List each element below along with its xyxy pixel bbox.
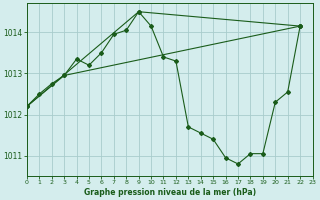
- X-axis label: Graphe pression niveau de la mer (hPa): Graphe pression niveau de la mer (hPa): [84, 188, 256, 197]
